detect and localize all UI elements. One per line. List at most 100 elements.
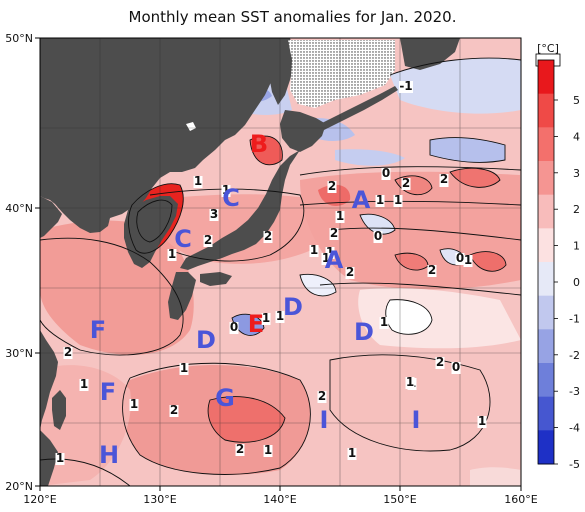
contour-label: 2 bbox=[330, 226, 338, 240]
contour-label: 0 bbox=[230, 320, 238, 334]
contour-label: 2 bbox=[204, 233, 212, 247]
contour-label-bg bbox=[129, 399, 139, 411]
contour-label-bg bbox=[321, 253, 331, 265]
contour-label-bg bbox=[263, 445, 273, 457]
colorbar-swatch bbox=[538, 127, 554, 162]
contour-label: 2 bbox=[436, 355, 444, 369]
zone-label: F bbox=[100, 378, 116, 406]
contour-label-bg bbox=[327, 181, 337, 193]
contour-label: 1 bbox=[406, 375, 414, 389]
contour-label-bg bbox=[317, 391, 327, 403]
colorbar-tick-label: 1 bbox=[573, 240, 580, 253]
contours bbox=[40, 57, 521, 486]
lat-tick-label: 30°N bbox=[5, 347, 33, 360]
lat-tick-label: 20°N bbox=[5, 480, 33, 493]
contour-label: 2 bbox=[170, 403, 178, 417]
zone-label: A bbox=[325, 246, 344, 274]
contour-label-bg bbox=[463, 255, 473, 267]
contour-label: 1 bbox=[276, 309, 284, 323]
colorbar-swatch bbox=[538, 396, 554, 431]
contour-label-bg bbox=[381, 168, 391, 180]
contour-label: 1 bbox=[180, 361, 188, 375]
lon-tick-label: 140°E bbox=[263, 493, 296, 506]
lon-tick-label: 150°E bbox=[383, 493, 416, 506]
zone-label: E bbox=[248, 310, 264, 338]
colorbar-swatch bbox=[538, 194, 554, 229]
colorbar-swatch bbox=[538, 430, 554, 465]
contour-label-bg bbox=[263, 231, 273, 243]
colorbar-tick-label: -3 bbox=[569, 385, 580, 398]
zone-label: H bbox=[99, 441, 119, 469]
contour-label: 0 bbox=[374, 229, 382, 243]
contour-label-bg bbox=[193, 176, 203, 188]
colorbar-swatch bbox=[538, 228, 554, 263]
contour-label: 2 bbox=[64, 345, 72, 359]
colorbar-tick-label: -5 bbox=[569, 458, 580, 471]
zone-label: C bbox=[222, 184, 240, 212]
contour-label-bg bbox=[169, 405, 179, 417]
contour-label: 2 bbox=[318, 389, 326, 403]
contour-label-bg bbox=[399, 81, 413, 93]
latitude-axis: 50°N 40°N 30°N 20°N bbox=[5, 32, 40, 493]
zone-label: D bbox=[196, 326, 216, 354]
contour-label-bg bbox=[347, 448, 357, 460]
contour-label: 1 bbox=[464, 253, 472, 267]
contour-label: 1 bbox=[478, 414, 486, 428]
colorbar-tick-label: 2 bbox=[573, 203, 580, 216]
contour-label-bg bbox=[209, 209, 219, 221]
contour-label-bg bbox=[477, 416, 487, 428]
contour-label-bg bbox=[439, 174, 449, 186]
contour-label-bg bbox=[405, 377, 415, 389]
colorbar: [°C] 5 4 3 2 1 0 -1 -2 -3 -4 -5 bbox=[535, 42, 580, 471]
lon-tick-label: 130°E bbox=[143, 493, 176, 506]
colorbar-swatch bbox=[538, 262, 554, 297]
contour-label-bg bbox=[179, 363, 189, 375]
land bbox=[40, 38, 460, 486]
lat-tick-label: 50°N bbox=[5, 32, 33, 45]
contour-label: 2 bbox=[236, 442, 244, 456]
colorbar-tick-label: -4 bbox=[569, 422, 580, 435]
contour-label-bg bbox=[401, 178, 411, 190]
colorbar-tick-label: -2 bbox=[569, 349, 580, 362]
contour-label-bg bbox=[451, 362, 461, 374]
contour-label: 2 bbox=[428, 263, 436, 277]
contour-label: 1 bbox=[264, 443, 272, 457]
map-title: Monthly mean SST anomalies for Jan. 2020… bbox=[128, 8, 457, 26]
contour-label-bg bbox=[63, 347, 73, 359]
contour-label: 1 bbox=[376, 193, 384, 207]
contour-label: 1 bbox=[380, 315, 388, 329]
contour-label-bg bbox=[309, 245, 319, 257]
contour-label: 1 bbox=[194, 174, 202, 188]
contour-label: 1 bbox=[56, 451, 64, 465]
colorbar-tick-label: 5 bbox=[573, 94, 580, 107]
contour-label: 3 bbox=[210, 207, 218, 221]
contour-label: 1 bbox=[310, 243, 318, 257]
zone-label: B bbox=[250, 130, 268, 158]
contour-label: 2 bbox=[346, 265, 354, 279]
colorbar-tick-label: 0 bbox=[573, 276, 580, 289]
contour-label-bg bbox=[427, 265, 437, 277]
contour-label: 1 bbox=[348, 446, 356, 460]
contour-label: 0 bbox=[456, 251, 464, 265]
contour-label: 1 bbox=[80, 377, 88, 391]
contour-label-bg bbox=[379, 317, 389, 329]
contour-label: 1 bbox=[326, 245, 334, 259]
contour-label-bg bbox=[221, 185, 231, 197]
zone-label: A bbox=[352, 186, 371, 214]
contour-label: 1 bbox=[262, 311, 270, 325]
contour-label-bg bbox=[329, 228, 339, 240]
colorbar-tick-label: 3 bbox=[573, 167, 580, 180]
contour-label-bg bbox=[55, 453, 65, 465]
colorbar-swatch bbox=[538, 60, 554, 95]
contour-label-bg bbox=[275, 311, 285, 323]
contour-label: 1 bbox=[336, 209, 344, 223]
contour-label-bg bbox=[373, 231, 383, 243]
contour-label-bg bbox=[167, 249, 177, 261]
lon-tick-label: 120°E bbox=[23, 493, 56, 506]
zone-label: I bbox=[412, 406, 421, 434]
longitude-axis: 120°E 130°E 140°E 150°E 160°E bbox=[23, 486, 538, 506]
contour-label-bg bbox=[203, 235, 213, 247]
contour-label-bg bbox=[393, 195, 403, 207]
grid bbox=[40, 38, 521, 486]
